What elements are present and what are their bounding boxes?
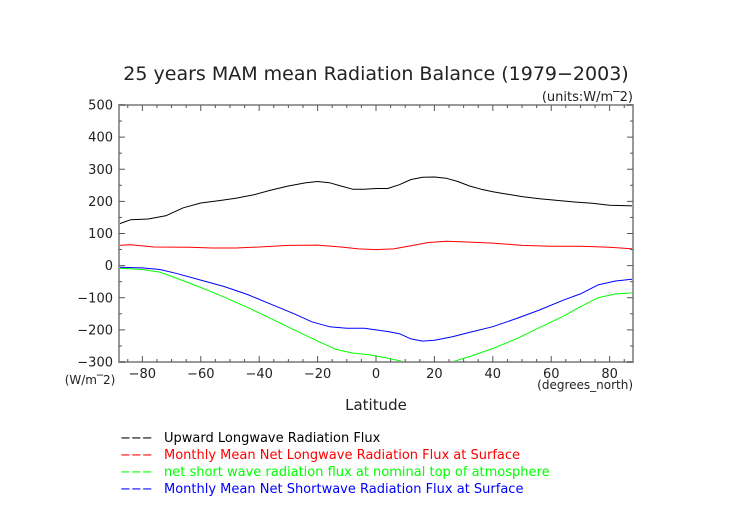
x-tick-label: 0 xyxy=(372,367,380,382)
series-line-3 xyxy=(119,267,633,362)
chart-title: 25 years MAM mean Radiation Balance (197… xyxy=(123,63,628,85)
x-tick-labels: −80 −60 −40 −20 0 20 40 60 80 xyxy=(129,367,618,382)
series-layer xyxy=(119,176,633,362)
series-line-1 xyxy=(119,176,633,225)
y-units-label: (W/m‾2) xyxy=(65,373,116,387)
units-label: (units:W/m‾2) xyxy=(542,90,633,105)
legend-swatch: −−− xyxy=(120,431,153,446)
y-tick-labels: −300 −200 −100 0 100 200 300 400 500 xyxy=(77,99,113,371)
y-tick-label: 200 xyxy=(88,195,113,210)
x-tick-label: 20 xyxy=(426,367,443,382)
legend-swatch: −−− xyxy=(120,465,153,480)
y-tick-label: 400 xyxy=(88,131,113,146)
plot-frame xyxy=(118,104,634,363)
series-line-2 xyxy=(119,240,633,251)
x-tick-label: −80 xyxy=(129,367,156,382)
y-tick-label: 500 xyxy=(88,99,113,114)
x-tick-label: −40 xyxy=(245,367,272,382)
x-axis-label: Latitude xyxy=(345,396,407,414)
x-tick-label: 80 xyxy=(601,367,618,382)
legend: −−− Upward Longwave Radiation Flux −−− Mont… xyxy=(120,431,550,497)
legend-label: net short wave radiation flux at nominal… xyxy=(164,465,550,480)
axes xyxy=(118,104,634,363)
series-line-4 xyxy=(119,266,633,342)
legend-swatch: −−− xyxy=(120,482,153,497)
y-tick-label: 300 xyxy=(88,163,113,178)
y-tick-label: 0 xyxy=(105,259,113,274)
legend-label: Monthly Mean Net Longwave Radiation Flux… xyxy=(164,448,520,463)
x-tick-label: 40 xyxy=(485,367,502,382)
x-tick-label: −60 xyxy=(187,367,214,382)
y-tick-label: −200 xyxy=(77,323,113,338)
x-units-label: (degrees_north) xyxy=(537,378,633,392)
x-tick-label: 60 xyxy=(543,367,560,382)
y-tick-label: −100 xyxy=(77,291,113,306)
legend-label: Monthly Mean Net Shortwave Radiation Flu… xyxy=(164,482,523,497)
y-tick-label: 100 xyxy=(88,227,113,242)
y-tick-label: −300 xyxy=(77,356,113,371)
legend-swatch: −−− xyxy=(120,448,153,463)
x-tick-label: −20 xyxy=(304,367,331,382)
legend-label: Upward Longwave Radiation Flux xyxy=(164,431,381,446)
